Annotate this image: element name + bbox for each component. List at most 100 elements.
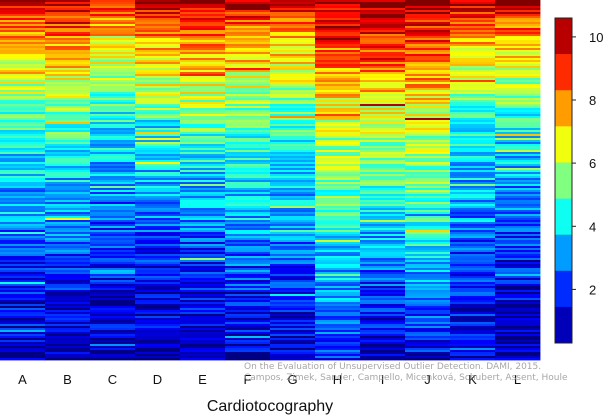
heatmap-cell <box>495 348 541 351</box>
heatmap-cell <box>360 290 406 293</box>
heatmap-cell <box>180 122 226 125</box>
heatmap-cell <box>225 208 271 211</box>
heatmap-cell <box>90 56 136 59</box>
heatmap-cell <box>225 132 271 135</box>
heatmap-cell <box>135 56 181 59</box>
heatmap-cell <box>315 22 361 25</box>
heatmap-cell <box>225 242 271 245</box>
heatmap-cell <box>45 244 91 247</box>
heatmap-cell <box>45 2 91 5</box>
heatmap-cell <box>225 48 271 51</box>
heatmap-cell <box>90 108 136 111</box>
heatmap-cell <box>135 106 181 109</box>
heatmap-cell <box>495 86 541 89</box>
heatmap-cell <box>405 176 451 179</box>
heatmap-cell <box>450 278 496 281</box>
heatmap-cell <box>360 330 406 333</box>
heatmap-cell <box>315 338 361 341</box>
heatmap-cell <box>315 48 361 51</box>
heatmap-cell <box>90 234 136 237</box>
heatmap-cell <box>495 104 541 107</box>
heatmap-cell <box>315 80 361 83</box>
heatmap-cell <box>495 52 541 55</box>
heatmap-cell <box>45 344 91 347</box>
heatmap-cell <box>270 112 316 115</box>
heatmap-cell <box>315 334 361 337</box>
heatmap-cell <box>405 198 451 201</box>
heatmap-cell <box>135 334 181 337</box>
heatmap-cell <box>495 354 541 357</box>
heatmap-cell <box>90 172 136 175</box>
heatmap-cell <box>450 166 496 169</box>
heatmap-cell <box>90 36 136 39</box>
heatmap-cell <box>45 146 91 149</box>
heatmap-cell <box>270 314 316 317</box>
heatmap-cell <box>135 288 181 291</box>
heatmap-cell <box>450 170 496 173</box>
heatmap-cell <box>225 288 271 291</box>
watermark-line-1: On the Evaluation of Unsupervised Outlie… <box>244 362 542 372</box>
heatmap-cell <box>90 12 136 15</box>
heatmap-cell <box>360 196 406 199</box>
heatmap-cell <box>450 20 496 23</box>
heatmap-cell <box>270 238 316 241</box>
heatmap-cell <box>360 100 406 103</box>
heatmap-cell <box>90 74 136 77</box>
heatmap-cell <box>270 96 316 99</box>
heatmap-cell <box>135 178 181 181</box>
heatmap-cell <box>90 340 136 343</box>
heatmap-cell <box>0 234 46 237</box>
heatmap-cell <box>405 114 451 117</box>
heatmap-cell <box>45 196 91 199</box>
heatmap-cell <box>450 12 496 15</box>
heatmap-cell <box>0 62 46 65</box>
heatmap-cell <box>315 276 361 279</box>
heatmap-cell <box>225 266 271 269</box>
heatmap-cell <box>450 258 496 261</box>
heatmap-cell <box>315 16 361 19</box>
heatmap-cell <box>360 26 406 29</box>
heatmap-cell <box>270 102 316 105</box>
heatmap-cell <box>315 322 361 325</box>
heatmap-cell <box>450 250 496 253</box>
heatmap-cell <box>450 198 496 201</box>
heatmap-cell <box>180 294 226 297</box>
heatmap-cell <box>45 138 91 141</box>
heatmap-cell <box>450 140 496 143</box>
heatmap-cell <box>405 242 451 245</box>
heatmap-cell <box>225 282 271 285</box>
heatmap-cell <box>45 64 91 67</box>
heatmap-cell <box>0 280 46 283</box>
heatmap-cell <box>180 324 226 327</box>
heatmap-cell <box>270 124 316 127</box>
heatmap-cell <box>180 158 226 161</box>
heatmap-cell <box>135 294 181 297</box>
heatmap-cell <box>315 272 361 275</box>
heatmap-cell <box>270 344 316 347</box>
heatmap-cell <box>495 212 541 215</box>
heatmap-cell <box>270 320 316 323</box>
heatmap-cell <box>405 204 451 207</box>
heatmap-cell <box>135 196 181 199</box>
heatmap-cell <box>270 352 316 355</box>
heatmap-cell <box>180 96 226 99</box>
heatmap-cell <box>450 344 496 347</box>
heatmap-cell <box>495 96 541 99</box>
heatmap-cell <box>315 170 361 173</box>
heatmap-cell <box>0 266 46 269</box>
heatmap-cell <box>270 14 316 17</box>
heatmap-cell <box>45 42 91 45</box>
heatmap-cell <box>495 120 541 123</box>
heatmap-cell <box>45 268 91 271</box>
heatmap-cell <box>225 28 271 31</box>
heatmap-cell <box>135 64 181 67</box>
heatmap-cell <box>405 254 451 257</box>
heatmap-cell <box>405 288 451 291</box>
heatmap-cell <box>495 282 541 285</box>
heatmap-cell <box>495 32 541 35</box>
heatmap-cell <box>0 148 46 151</box>
heatmap-cell <box>45 258 91 261</box>
heatmap-cell <box>405 220 451 223</box>
heatmap-cell <box>0 90 46 93</box>
heatmap-cell <box>270 168 316 171</box>
